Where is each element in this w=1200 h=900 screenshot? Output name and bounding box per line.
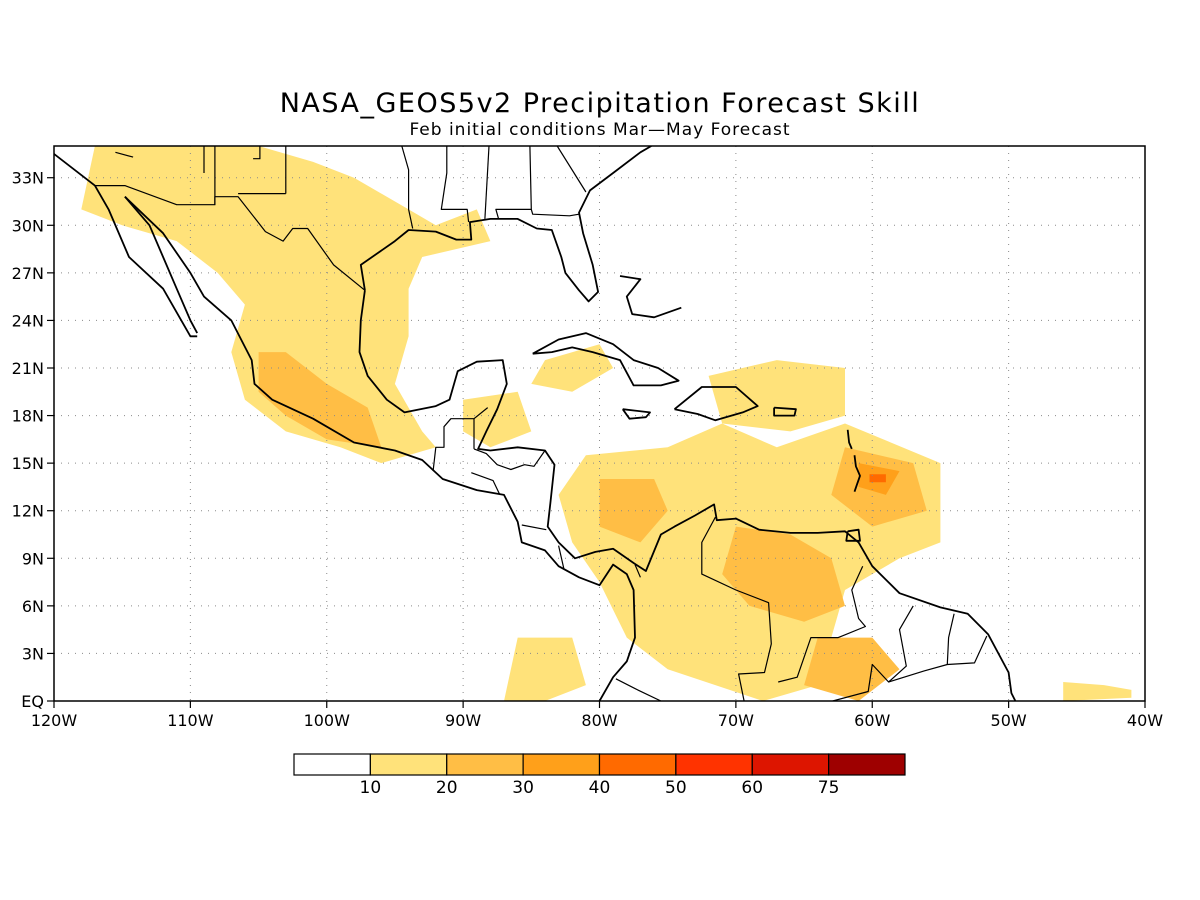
lon-tick-label-3: 90W bbox=[445, 711, 481, 730]
lat-tick-label-11: 33N bbox=[12, 169, 44, 188]
colorbar-swatch-5 bbox=[675, 753, 753, 776]
political-border-7 bbox=[634, 564, 641, 578]
colorbar-swatch-6 bbox=[751, 753, 830, 776]
colorbar-label-6: 75 bbox=[818, 778, 840, 798]
political-border-11 bbox=[946, 613, 955, 665]
skill-region-0 bbox=[81, 146, 491, 464]
political-border-20 bbox=[495, 146, 532, 220]
boundary-layer bbox=[54, 146, 1017, 701]
lat-tick-label-7: 21N bbox=[12, 359, 44, 378]
colorbar-legend: 10 20 30 40 50 60 75 bbox=[293, 753, 906, 798]
coastline-5 bbox=[532, 332, 680, 387]
colorbar-swatch-4 bbox=[598, 753, 677, 776]
graticule-layer bbox=[54, 146, 1145, 701]
lat-tick-label-4: 12N bbox=[12, 502, 44, 521]
coastline-13 bbox=[1014, 700, 1016, 701]
lat-tick-label-0: EQ bbox=[21, 692, 44, 711]
colorbar-swatch-1 bbox=[369, 753, 448, 776]
skill-region-7 bbox=[258, 352, 382, 448]
political-border-9 bbox=[778, 565, 867, 683]
colorbar-label-2: 30 bbox=[512, 778, 534, 798]
political-border-24 bbox=[115, 151, 134, 158]
coastline-7 bbox=[673, 386, 759, 422]
lon-tick-label-1: 110W bbox=[167, 711, 214, 730]
skill-region-3 bbox=[708, 360, 845, 432]
skill-region-8 bbox=[599, 479, 668, 543]
political-border-8 bbox=[701, 516, 772, 701]
colorbar-label-0: 10 bbox=[360, 778, 382, 798]
coastline-8 bbox=[773, 406, 797, 417]
lat-tick-label-3: 9N bbox=[22, 549, 44, 568]
political-border-18 bbox=[440, 146, 470, 223]
colorbar-swatch-0 bbox=[293, 753, 371, 776]
chart-subtitle: Feb initial conditions Mar—May Forecast bbox=[409, 120, 790, 140]
skill-region-2 bbox=[463, 391, 532, 448]
lon-tick-label-7: 50W bbox=[991, 711, 1027, 730]
political-border-5 bbox=[521, 524, 547, 531]
lat-tick-label-9: 27N bbox=[12, 264, 44, 283]
lon-tick-label-6: 60W bbox=[854, 711, 890, 730]
skill-region-11 bbox=[804, 637, 900, 701]
colorbar-swatch-3 bbox=[522, 753, 601, 776]
lat-tick-label-2: 6N bbox=[22, 597, 44, 616]
coastline-10 bbox=[853, 455, 861, 492]
colorbar-label-1: 20 bbox=[436, 778, 458, 798]
chart-title: NASA_GEOS5v2 Precipitation Forecast Skil… bbox=[280, 88, 921, 119]
lat-tick-label-10: 30N bbox=[12, 216, 44, 235]
skill-region-10 bbox=[722, 526, 845, 622]
political-border-22 bbox=[556, 146, 587, 193]
colorbar-label-4: 50 bbox=[665, 778, 687, 798]
skill-region-13 bbox=[869, 474, 886, 483]
lat-tick-label-1: 3N bbox=[22, 644, 44, 663]
coastline-3 bbox=[358, 290, 1017, 701]
coastline-4 bbox=[359, 146, 652, 303]
political-border-17 bbox=[401, 146, 414, 229]
political-border-12 bbox=[832, 635, 988, 701]
political-border-21 bbox=[530, 209, 580, 217]
coastline-9 bbox=[845, 528, 861, 542]
colorbar-label-3: 40 bbox=[589, 778, 611, 798]
political-border-6 bbox=[558, 545, 565, 570]
political-border-10 bbox=[888, 605, 914, 683]
lon-tick-label-2: 100W bbox=[304, 711, 351, 730]
political-border-13 bbox=[615, 678, 662, 701]
colorbar-swatch-7 bbox=[828, 753, 906, 776]
colorbar-swatch-2 bbox=[446, 753, 524, 776]
lon-tick-label-4: 80W bbox=[581, 711, 617, 730]
lat-tick-label-5: 15N bbox=[12, 454, 44, 473]
lat-tick-label-8: 24N bbox=[12, 311, 44, 330]
political-border-0 bbox=[94, 185, 366, 291]
political-border-3 bbox=[473, 448, 546, 471]
coastline-1 bbox=[124, 196, 198, 334]
lat-tick-label-6: 18N bbox=[12, 407, 44, 426]
latitude-axis: EQ 3N 6N 9N 12N 15N 18N 21N 24N 27N 30N 33N bbox=[12, 169, 54, 711]
lon-tick-label-0: 120W bbox=[31, 711, 78, 730]
coastline-6 bbox=[621, 408, 651, 420]
colorbar-label-5: 60 bbox=[741, 778, 763, 798]
coastline-11 bbox=[846, 429, 853, 450]
political-border-23 bbox=[253, 146, 261, 160]
coastline-2 bbox=[124, 196, 636, 701]
political-border-19 bbox=[484, 146, 490, 219]
longitude-axis: 120W 110W 100W 90W 80W 70W 60W 50W 40W bbox=[31, 701, 1163, 730]
lon-tick-label-5: 70W bbox=[718, 711, 754, 730]
coastline-12 bbox=[619, 275, 682, 319]
lon-tick-label-8: 40W bbox=[1127, 711, 1163, 730]
political-border-4 bbox=[471, 472, 501, 496]
skill-region-6 bbox=[1063, 682, 1132, 701]
